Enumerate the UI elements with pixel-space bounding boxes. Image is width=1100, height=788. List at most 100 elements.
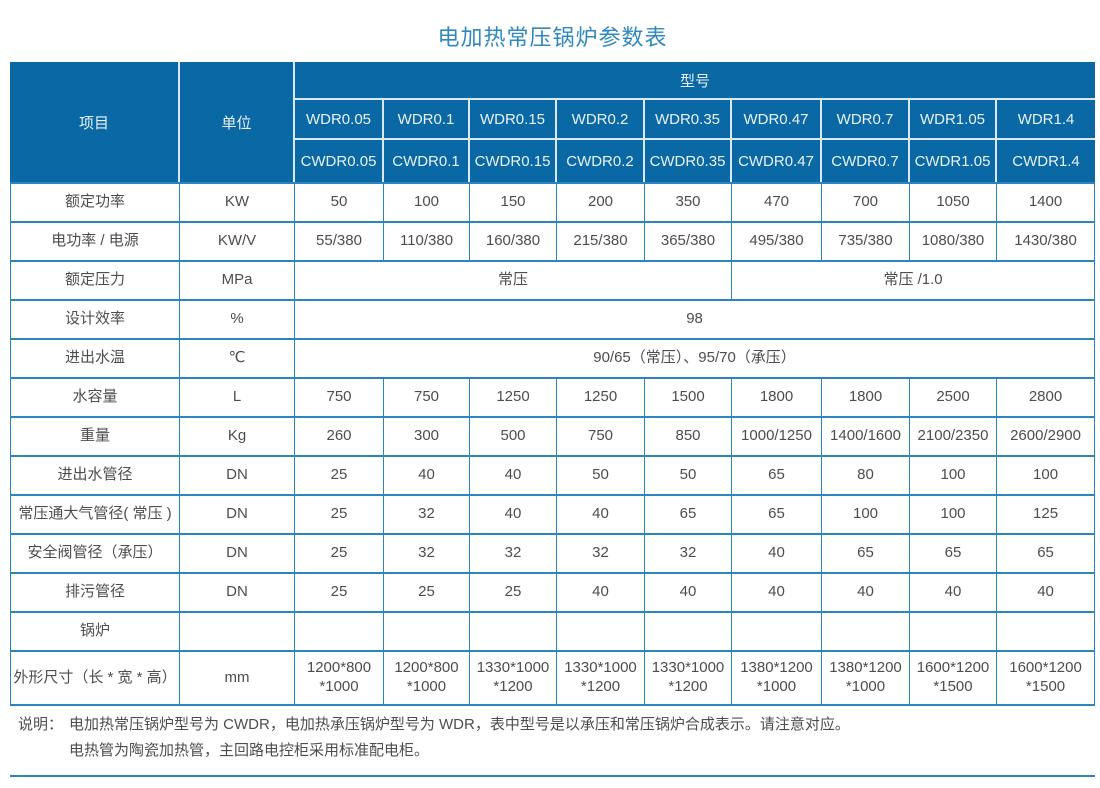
unit-cell: DN xyxy=(180,574,295,613)
row-label: 外形尺寸（长 * 宽 * 高） xyxy=(10,652,180,706)
table-row: 额定压力 MPa 常压 常压 /1.0 xyxy=(10,262,1096,301)
value-cell: 1400/1600 xyxy=(822,418,910,457)
model-header-cwdr: CWDR0.15 xyxy=(470,140,557,182)
value-cell: 常压 /1.0 xyxy=(732,262,1096,301)
value-cell: 750 xyxy=(384,379,470,418)
model-header-cwdr: CWDR1.4 xyxy=(997,140,1096,182)
value-cell: 1500 xyxy=(645,379,732,418)
value-cell: 25 xyxy=(384,574,470,613)
model-header-cwdr: CWDR0.35 xyxy=(645,140,732,182)
value-cell: 2800 xyxy=(997,379,1096,418)
table-header: 项目 单位 型号 WDR0.05 WDR0.1 WDR0.15 WDR0.2 WDR0.35 W… xyxy=(10,62,1096,182)
value-cell: 25 xyxy=(295,535,384,574)
value-cell xyxy=(997,613,1096,652)
value-cell: 25 xyxy=(295,574,384,613)
value-cell: 40 xyxy=(384,457,470,496)
value-cell: 32 xyxy=(645,535,732,574)
table-row: 水容量 L 750 750 1250 1250 1500 1800 1800 2500 2800 xyxy=(10,379,1096,418)
value-cell: 32 xyxy=(384,496,470,535)
table-row: 外形尺寸（长 * 宽 * 高） mm 1200*800 *1000 1200*800 … xyxy=(10,652,1096,706)
row-label: 安全阀管径（承压） xyxy=(10,535,180,574)
row-label: 重量 xyxy=(10,418,180,457)
table-row: 常压通大气管径( 常压 ) DN 25 32 40 40 65 65 100 100 125 xyxy=(10,496,1096,535)
value-cell: 40 xyxy=(645,574,732,613)
table-row: 排污管径 DN 25 25 25 40 40 40 40 40 40 xyxy=(10,574,1096,613)
value-cell: 350 xyxy=(645,182,732,223)
value-cell xyxy=(295,613,384,652)
unit-cell: DN xyxy=(180,535,295,574)
value-cell xyxy=(732,613,822,652)
model-header-wdr: WDR0.1 xyxy=(384,100,470,140)
table-body: 额定功率 KW 50 100 150 200 350 470 700 1050 1400 电功率 / … xyxy=(10,182,1096,706)
value-cell: 40 xyxy=(997,574,1096,613)
model-header-cwdr: CWDR0.1 xyxy=(384,140,470,182)
table-row: 电功率 / 电源 KW/V 55/380 110/380 160/380 215/380 3… xyxy=(10,223,1096,262)
row-label: 额定功率 xyxy=(10,182,180,223)
table-row: 进出水温 ℃ 90/65（常压）、95/70（承压） xyxy=(10,340,1096,379)
value-cell: 1250 xyxy=(470,379,557,418)
value-cell: 32 xyxy=(470,535,557,574)
value-cell: 40 xyxy=(822,574,910,613)
item-column-header: 项目 xyxy=(10,62,180,182)
value-cell: 1330*1000 *1200 xyxy=(557,652,645,706)
value-cell: 1430/380 xyxy=(997,223,1096,262)
note-line-1: 电加热常压锅炉型号为 CWDR，电加热承压锅炉型号为 WDR，表中型号是以承压和… xyxy=(69,716,850,733)
row-label: 额定压力 xyxy=(10,262,180,301)
value-cell: 100 xyxy=(384,182,470,223)
row-label: 水容量 xyxy=(10,379,180,418)
value-cell: 65 xyxy=(997,535,1096,574)
row-label: 排污管径 xyxy=(10,574,180,613)
value-cell: 735/380 xyxy=(822,223,910,262)
model-header-wdr: WDR0.05 xyxy=(295,100,384,140)
value-cell: 80 xyxy=(822,457,910,496)
value-cell: 500 xyxy=(470,418,557,457)
model-header-wdr: WDR1.4 xyxy=(997,100,1096,140)
value-cell: 110/380 xyxy=(384,223,470,262)
model-header-wdr: WDR0.35 xyxy=(645,100,732,140)
page-title: 电加热常压锅炉参数表 xyxy=(437,25,668,50)
value-cell: 1250 xyxy=(557,379,645,418)
model-header-wdr: WDR0.2 xyxy=(557,100,645,140)
value-cell: 32 xyxy=(384,535,470,574)
unit-cell: MPa xyxy=(180,262,295,301)
value-cell: 1400 xyxy=(997,182,1096,223)
value-cell: 100 xyxy=(997,457,1096,496)
value-cell: 98 xyxy=(295,301,1096,340)
row-label: 电功率 / 电源 xyxy=(10,223,180,262)
model-header-wdr: WDR1.05 xyxy=(910,100,997,140)
model-header-cwdr: CWDR0.2 xyxy=(557,140,645,182)
note-section: 说明： 电加热常压锅炉型号为 CWDR，电加热承压锅炉型号为 WDR，表中型号是… xyxy=(10,704,1095,777)
table-row: 额定功率 KW 50 100 150 200 350 470 700 1050 1400 xyxy=(10,182,1096,223)
value-cell xyxy=(645,613,732,652)
note-label: 说明： xyxy=(18,716,64,733)
value-cell: 65 xyxy=(732,496,822,535)
table-row: 设计效率% 98 xyxy=(10,301,1096,340)
boiler-parameter-table: 项目 单位 型号 WDR0.05 WDR0.1 WDR0.15 WDR0.2 WDR0.35 W… xyxy=(10,62,1096,706)
value-cell: 365/380 xyxy=(645,223,732,262)
value-cell: 160/380 xyxy=(470,223,557,262)
unit-cell xyxy=(180,613,295,652)
value-cell: 1600*1200 *1500 xyxy=(997,652,1096,706)
unit-cell: DN xyxy=(180,457,295,496)
value-cell: 50 xyxy=(557,457,645,496)
model-header-cwdr: CWDR1.05 xyxy=(910,140,997,182)
value-cell: 100 xyxy=(910,457,997,496)
value-cell: 100 xyxy=(910,496,997,535)
value-cell: 2100/2350 xyxy=(910,418,997,457)
value-cell: 25 xyxy=(470,574,557,613)
value-cell: 750 xyxy=(557,418,645,457)
value-cell: 40 xyxy=(470,496,557,535)
value-cell: 2500 xyxy=(910,379,997,418)
value-cell: 150 xyxy=(470,182,557,223)
unit-cell: L xyxy=(180,379,295,418)
model-header-cwdr: CWDR0.47 xyxy=(732,140,822,182)
model-header-wdr: WDR0.7 xyxy=(822,100,910,140)
value-cell: 40 xyxy=(732,535,822,574)
value-cell xyxy=(910,613,997,652)
value-cell: 125 xyxy=(997,496,1096,535)
value-cell: 700 xyxy=(822,182,910,223)
value-cell: 90/65（常压）、95/70（承压） xyxy=(295,340,1096,379)
value-cell: 200 xyxy=(557,182,645,223)
model-header-wdr: WDR0.15 xyxy=(470,100,557,140)
value-cell xyxy=(470,613,557,652)
